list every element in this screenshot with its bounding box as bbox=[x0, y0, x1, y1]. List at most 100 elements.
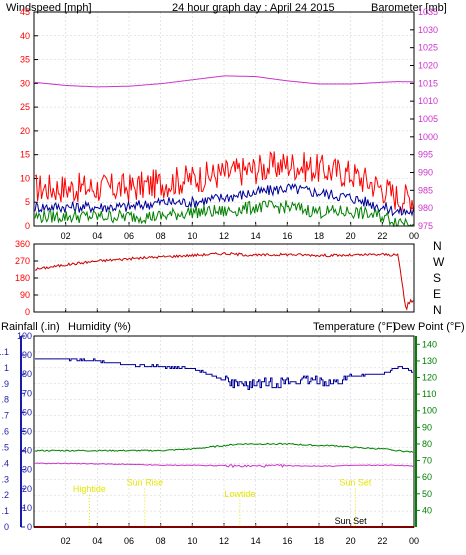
rain-y-tick-label: .2 bbox=[1, 490, 9, 500]
rain-y-tick-label: .1 bbox=[1, 506, 9, 516]
annotation-label: Sun Set bbox=[339, 478, 372, 488]
direction-y-tick-label: 90 bbox=[20, 290, 30, 300]
climate-x-tick-label: 18 bbox=[314, 536, 324, 546]
annotation-label: Sun Rise bbox=[127, 478, 164, 488]
wind-direction-panel: 0 90 180 270 360 bbox=[15, 239, 415, 317]
annotation-label: Sun Set bbox=[335, 516, 368, 526]
climate-x-tick-label: 12 bbox=[219, 536, 229, 546]
baro-y-tick-label: 1010 bbox=[418, 96, 438, 106]
rain-y-tick-label: 1.1 bbox=[0, 347, 9, 357]
chart-title: 24 hour graph day : April 24 2015 bbox=[172, 2, 335, 14]
humidity-y-tick-label: 30 bbox=[22, 465, 32, 475]
direction-letter-e: E bbox=[433, 287, 441, 301]
climate-x-tick-label: 08 bbox=[156, 536, 166, 546]
wind-x-tick-label: 22 bbox=[377, 231, 387, 241]
wind-y-tick-label: 20 bbox=[20, 126, 30, 136]
direction-y-tick-label: 360 bbox=[15, 239, 30, 249]
wind-x-tick-label: 04 bbox=[92, 231, 102, 241]
climate-x-tick-label: 10 bbox=[187, 536, 197, 546]
direction-y-tick-label: 0 bbox=[25, 307, 30, 317]
wind-x-tick-label: 20 bbox=[346, 231, 356, 241]
rain-y-tick-label: .3 bbox=[1, 474, 9, 484]
temperature-y-tick-label: 110 bbox=[422, 389, 436, 399]
series-line-gust bbox=[34, 151, 414, 213]
wind-frame bbox=[33, 11, 415, 227]
direction-y-tick-label: 270 bbox=[15, 256, 30, 266]
wind-y-tick-label: 35 bbox=[20, 55, 30, 65]
direction-letter-n-bottom: N bbox=[433, 303, 442, 317]
temperature-y-tick-label: 40 bbox=[422, 505, 432, 515]
baro-y-tick-label: 1030 bbox=[418, 25, 438, 35]
series-line-dew-point bbox=[34, 462, 414, 469]
direction-letter-w: W bbox=[433, 255, 445, 269]
annotation-label: Hightide bbox=[73, 484, 106, 494]
wind-y-tick-label: 25 bbox=[20, 102, 30, 112]
annotation-label: Lowtide bbox=[224, 489, 255, 499]
baro-y-tick-label: 990 bbox=[418, 168, 433, 178]
humidity-y-tick-label: 20 bbox=[22, 484, 32, 494]
climate-frame bbox=[33, 335, 415, 528]
wind-x-tick-label: 14 bbox=[251, 231, 261, 241]
rainfall-axis-title: Rainfall (.in) bbox=[1, 321, 60, 333]
wind-x-tick-label: 06 bbox=[124, 231, 134, 241]
humidity-temperature-panel: 02 04 06 08 10 12 14 16 18 20 22 000.1.2.3.4.5.6.7.… bbox=[0, 331, 437, 546]
rain-y-tick-label: 1 bbox=[4, 363, 9, 373]
wind-y-tick-label: 45 bbox=[20, 7, 30, 17]
climate-x-tick-label: 06 bbox=[124, 536, 134, 546]
rain-y-tick-label: .5 bbox=[1, 442, 9, 452]
baro-y-tick-label: 1025 bbox=[418, 43, 438, 53]
humidity-y-tick-label: 0 bbox=[27, 522, 32, 532]
temperature-y-tick-label: 90 bbox=[422, 422, 432, 432]
baro-y-tick-label: 975 bbox=[418, 221, 433, 231]
baro-y-tick-label: 1005 bbox=[418, 114, 438, 124]
temperature-y-tick-label: 60 bbox=[422, 472, 432, 482]
barometer-axis-title: Barometer [mb] bbox=[371, 2, 447, 14]
humidity-y-tick-label: 60 bbox=[22, 407, 32, 417]
baro-y-tick-label: 1035 bbox=[418, 7, 438, 17]
rain-y-tick-label: 0 bbox=[4, 522, 9, 532]
wind-y-tick-label: 15 bbox=[20, 150, 30, 160]
dew-point-axis-title: Dew Point (°F) bbox=[393, 321, 465, 333]
wind-x-tick-label: 10 bbox=[187, 231, 197, 241]
temperature-axis-title: Temperature (°F) bbox=[313, 321, 396, 333]
humidity-y-tick-label: 100 bbox=[17, 331, 32, 341]
wind-y-tick-label: 5 bbox=[25, 197, 30, 207]
humidity-axis-title: Humidity (%) bbox=[68, 321, 131, 333]
direction-y-tick-label: 180 bbox=[15, 273, 30, 283]
temperature-y-tick-label: 70 bbox=[422, 456, 432, 466]
climate-x-tick-label: 20 bbox=[346, 536, 356, 546]
rain-y-tick-label: .9 bbox=[1, 379, 9, 389]
direction-frame bbox=[33, 243, 415, 313]
rain-y-tick-label: .7 bbox=[1, 411, 9, 421]
baro-y-tick-label: 980 bbox=[418, 203, 433, 213]
temperature-y-tick-label: 140 bbox=[422, 339, 437, 349]
windspeed-axis-title: Windspeed [mph] bbox=[6, 2, 92, 14]
temperature-y-tick-label: 130 bbox=[422, 356, 437, 366]
humidity-y-tick-label: 70 bbox=[22, 388, 32, 398]
wind-x-tick-label: 18 bbox=[314, 231, 324, 241]
series-line-wind-direction bbox=[34, 252, 414, 311]
baro-y-tick-label: 1020 bbox=[418, 61, 438, 71]
wind-x-tick-label: 12 bbox=[219, 231, 229, 241]
humidity-y-tick-label: 80 bbox=[22, 369, 32, 379]
temperature-y-tick-label: 120 bbox=[422, 373, 437, 383]
temperature-y-tick-label: 100 bbox=[422, 406, 437, 416]
wind-y-tick-label: 10 bbox=[20, 173, 30, 183]
climate-x-tick-label: 22 bbox=[377, 536, 387, 546]
humidity-y-tick-label: 40 bbox=[22, 446, 32, 456]
baro-y-tick-label: 985 bbox=[418, 185, 433, 195]
wind-x-tick-label: 16 bbox=[282, 231, 292, 241]
climate-x-tick-label: 00 bbox=[409, 536, 419, 546]
temperature-y-tick-label: 80 bbox=[422, 439, 432, 449]
wind-y-tick-label: 0 bbox=[25, 221, 30, 231]
rain-y-tick-label: .4 bbox=[1, 458, 9, 468]
humidity-y-tick-label: 50 bbox=[22, 427, 32, 437]
baro-y-tick-label: 995 bbox=[418, 150, 433, 160]
series-line-humidity bbox=[35, 358, 413, 390]
wind-barometer-panel: 02 04 06 08 10 12 14 16 18 20 22 000510152025303540… bbox=[20, 7, 438, 241]
wind-x-tick-label: 08 bbox=[156, 231, 166, 241]
wind-x-tick-label: 02 bbox=[61, 231, 71, 241]
baro-y-tick-label: 1000 bbox=[418, 132, 438, 142]
climate-x-tick-label: 04 bbox=[92, 536, 102, 546]
